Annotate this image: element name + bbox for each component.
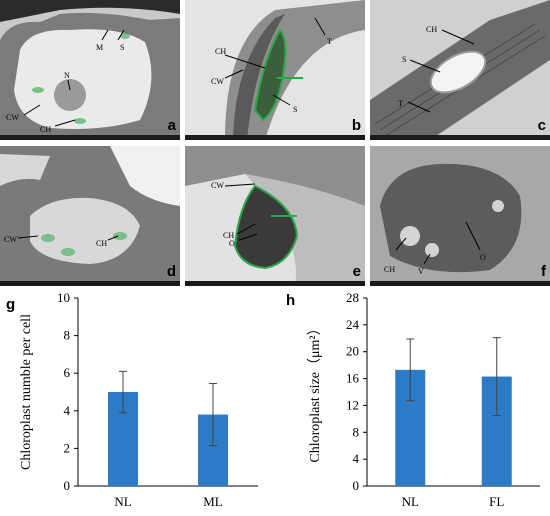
x-tick-label: NL <box>114 494 131 509</box>
anno-a-s: S <box>120 43 124 52</box>
anno-e-ch: CH <box>223 231 234 240</box>
anno-c-ch: CH <box>426 25 437 34</box>
y-axis-title: Chloroplast size（μm²） <box>307 321 323 462</box>
y-tick-label: 4 <box>64 403 71 418</box>
anno-a-ch: CH <box>40 125 51 134</box>
panel-label-g: g <box>6 296 16 313</box>
y-tick-label: 8 <box>353 424 360 439</box>
chart-h: 0 4 8 12 16 20 24 28 Chloroplast size（μm²） NL FL <box>307 290 540 509</box>
panel-label-a: a <box>167 117 176 134</box>
scale-bar <box>0 281 180 286</box>
y-tick-label: 12 <box>346 397 359 412</box>
x-tick-label: FL <box>489 494 504 509</box>
x-tick-label: NL <box>402 494 419 509</box>
micrograph-d-image: CW CH <box>0 146 180 286</box>
anno-e-cw: CW <box>211 181 224 190</box>
y-tick-label: 10 <box>57 290 70 305</box>
micrograph-b-image: T CH CW S <box>185 0 365 140</box>
panel-label-c: c <box>537 117 546 134</box>
anno-d-cw: CW <box>4 235 17 244</box>
anno-f-v: V <box>418 267 424 276</box>
micrograph-c-image: CH S T <box>370 0 550 140</box>
panel-label-d: d <box>166 263 176 280</box>
scale-bar <box>185 281 365 286</box>
micrograph-a: M S N CW CH a <box>0 0 180 140</box>
anno-f-ch: CH <box>384 265 395 274</box>
panel-label-e: e <box>352 263 361 280</box>
panel-label-f: f <box>541 263 546 280</box>
x-tick-label: ML <box>203 494 223 509</box>
anno-b-ch: CH <box>215 47 226 56</box>
micrograph-a-image: M S N CW CH <box>0 0 180 140</box>
y-tick-label: 0 <box>353 478 360 493</box>
y-tick-label: 6 <box>64 365 71 380</box>
anno-b-cw: CW <box>211 77 224 86</box>
panel-label-h: h <box>286 292 296 309</box>
y-axis-title: Chloroplast numble per cell <box>19 314 34 470</box>
y-tick-label: 8 <box>64 328 71 343</box>
scale-bar <box>0 135 180 140</box>
scale-bar <box>185 135 365 140</box>
anno-a-cw: CW <box>6 113 19 122</box>
anno-c-s: S <box>402 55 406 64</box>
micrograph-f: CH V O f <box>370 146 550 286</box>
anno-c-t: T <box>398 99 403 108</box>
panel-label-b: b <box>351 117 361 134</box>
micrograph-c: CH S T c <box>370 0 550 140</box>
anno-b-s: S <box>293 105 297 114</box>
chart-g: 0 2 4 6 8 10 Chloroplast numble per cell NL ML <box>19 290 258 509</box>
anno-a-n: N <box>64 71 70 80</box>
anno-d-ch: CH <box>96 239 107 248</box>
scale-bar <box>370 135 550 140</box>
anno-f-o: O <box>480 253 486 262</box>
y-tick-label: 2 <box>64 440 71 455</box>
micrograph-e-image: CW CH O <box>185 146 365 286</box>
y-tick-label: 0 <box>64 478 71 493</box>
micrograph-e: CW CH O e <box>185 146 365 286</box>
y-tick-label: 28 <box>346 290 359 305</box>
anno-a-m: M <box>96 43 103 52</box>
y-tick-label: 20 <box>346 344 359 359</box>
y-tick-label: 16 <box>346 371 360 386</box>
micrograph-d: CW CH d <box>0 146 180 286</box>
scale-bar <box>370 281 550 286</box>
micrograph-f-image: CH V O <box>370 146 550 286</box>
micrograph-b: T CH CW S b <box>185 0 365 140</box>
y-tick-label: 4 <box>353 451 360 466</box>
y-tick-label: 24 <box>346 317 360 332</box>
anno-b-t: T <box>327 37 332 46</box>
anno-e-o: O <box>229 239 235 248</box>
